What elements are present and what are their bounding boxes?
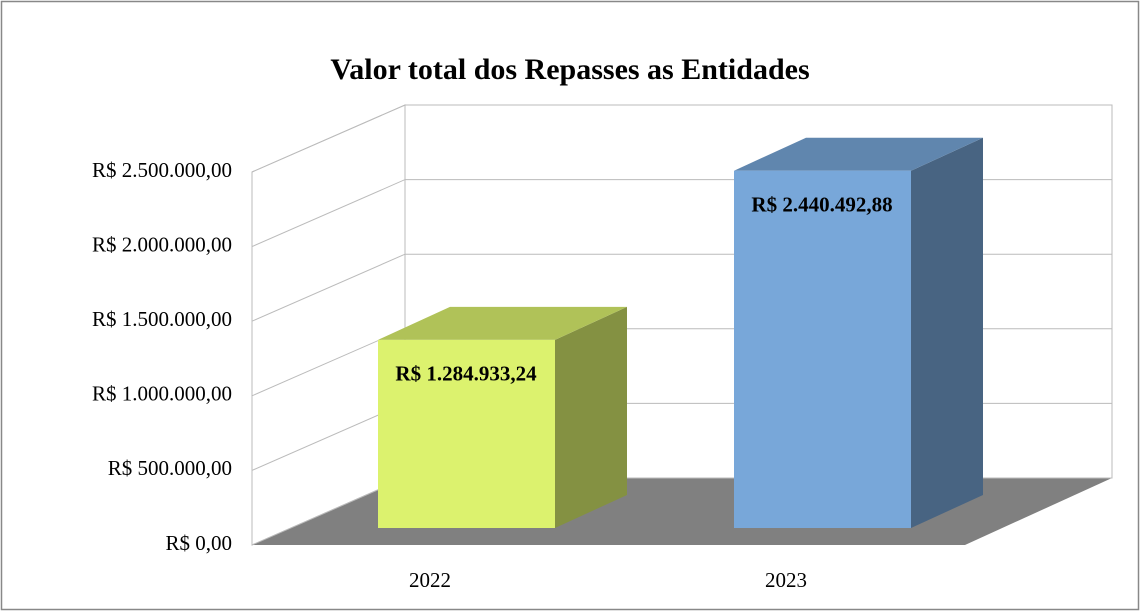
y-tick-label: R$ 2.500.000,00 bbox=[92, 158, 232, 182]
y-tick-label: R$ 2.000.000,00 bbox=[92, 232, 232, 256]
y-tick-label: R$ 500.000,00 bbox=[108, 456, 232, 480]
x-tick-label: 2022 bbox=[409, 568, 451, 592]
bar-side bbox=[911, 137, 983, 528]
bar-top bbox=[378, 306, 627, 340]
bar bbox=[734, 137, 983, 528]
value-label: R$ 1.284.933,24 bbox=[395, 362, 537, 386]
y-tick-label: R$ 1.500.000,00 bbox=[92, 307, 232, 331]
bar-top bbox=[734, 137, 983, 171]
bar bbox=[378, 306, 627, 528]
chart-title: Valor total dos Repasses as Entidades bbox=[330, 53, 809, 86]
value-label: R$ 2.440.492,88 bbox=[751, 193, 892, 217]
y-tick-label: R$ 0,00 bbox=[165, 531, 232, 555]
grid-line bbox=[251, 104, 1112, 173]
y-tick-label: R$ 1.000.000,00 bbox=[92, 382, 232, 406]
bar-front bbox=[734, 170, 911, 528]
x-tick-label: 2023 bbox=[765, 568, 807, 592]
bar-front bbox=[378, 339, 555, 528]
bar-side bbox=[555, 306, 627, 528]
